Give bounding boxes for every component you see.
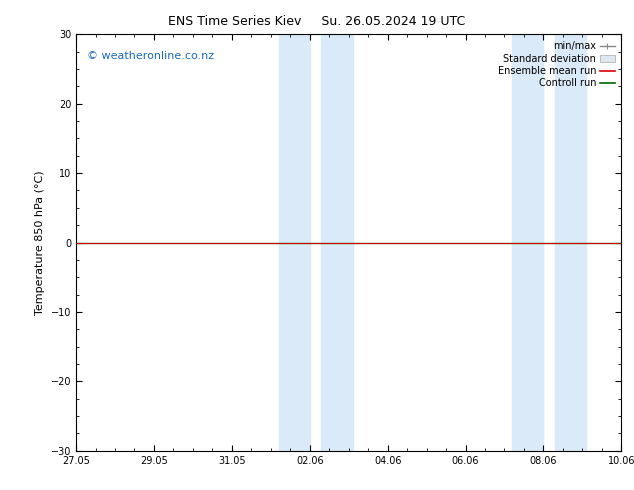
Text: © weatheronline.co.nz: © weatheronline.co.nz <box>87 51 214 61</box>
Y-axis label: Temperature 850 hPa (°C): Temperature 850 hPa (°C) <box>35 170 45 315</box>
Legend: min/max, Standard deviation, Ensemble mean run, Controll run: min/max, Standard deviation, Ensemble me… <box>496 39 616 90</box>
Bar <box>555 34 586 451</box>
Bar <box>512 34 543 451</box>
Bar <box>278 34 310 451</box>
Bar <box>321 34 353 451</box>
Text: ENS Time Series Kiev     Su. 26.05.2024 19 UTC: ENS Time Series Kiev Su. 26.05.2024 19 U… <box>169 15 465 28</box>
